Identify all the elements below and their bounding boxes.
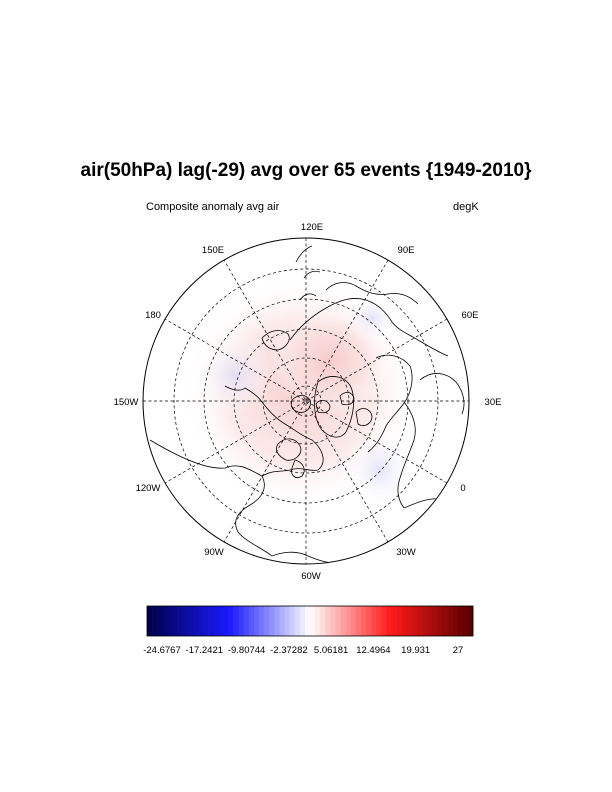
colorbar-cell [366, 606, 372, 636]
colorbar-cell [335, 606, 341, 636]
lon-label-120e: 120E [301, 222, 323, 233]
colorbar-cell [350, 606, 357, 636]
colorbar-cell [442, 606, 448, 636]
colorbar-cell [248, 606, 255, 636]
colorbar-cell [325, 606, 331, 636]
colorbar-cell [315, 606, 321, 636]
colorbar-cell [167, 606, 173, 636]
colorbar-cell [197, 606, 204, 636]
colorbar-cell [284, 606, 290, 636]
colorbar-cell [289, 606, 296, 636]
colorbar-cell [437, 606, 443, 636]
colorbar-cell [310, 606, 316, 636]
colorbar-label: -9.80744 [228, 645, 266, 656]
lon-label-60e: 60E [462, 310, 479, 321]
colorbar-cell [243, 606, 250, 636]
lon-label-150e: 150E [202, 245, 224, 256]
lon-label-0: 0 [460, 483, 465, 494]
colorbar-cell [218, 606, 224, 636]
lon-label-180: 180 [145, 310, 161, 321]
colorbar-cell [330, 606, 336, 636]
colorbar-cell [360, 606, 367, 636]
colorbar-cell [447, 606, 453, 636]
colorbar-cell [422, 606, 428, 636]
colorbar-cell [427, 606, 433, 636]
colorbar-cell [157, 606, 163, 636]
plot-title: air(50hPa) lag(-29) avg over 65 events {… [80, 160, 532, 181]
anomaly-shading [143, 238, 469, 564]
colorbar-label: -24.6767 [143, 645, 181, 656]
graticule [143, 238, 469, 564]
colorbar-cell [391, 606, 397, 636]
lon-label-90w: 90W [204, 547, 224, 558]
colorbar-cell [304, 606, 311, 636]
colorbar-cell [172, 606, 178, 636]
colorbar-cell [467, 606, 474, 636]
colorbar-cell [147, 606, 153, 636]
colorbar-cell [203, 606, 209, 636]
colorbar-cell [208, 606, 214, 636]
colorbar-cell [259, 606, 265, 636]
colorbar-cell [462, 606, 469, 636]
lon-label-90e: 90E [398, 245, 415, 256]
colorbar-cell [320, 606, 326, 636]
colorbar-label: 19.931 [401, 645, 430, 656]
colorbar-label: -2.37282 [270, 645, 308, 656]
colorbar-cells [147, 606, 474, 636]
colorbar-label: 27 [453, 645, 464, 656]
colorbar-cell [182, 606, 189, 636]
colorbar-cell [162, 606, 168, 636]
plot-units: degK [453, 201, 479, 213]
colorbar-labels: -24.6767 -17.2421 -9.80744 -2.37282 5.06… [143, 645, 463, 656]
coastlines [149, 245, 465, 564]
colorbar-cell [228, 606, 234, 636]
colorbar-frame [146, 605, 474, 637]
colorbar-cell [396, 606, 402, 636]
colorbar-cell [355, 606, 362, 636]
colorbar-cell [264, 606, 270, 636]
lon-label-30w: 30W [396, 547, 416, 558]
colorbar: -24.6767 -17.2421 -9.80744 -2.37282 5.06… [143, 605, 474, 656]
colorbar-cell [177, 606, 183, 636]
colorbar-cell [187, 606, 194, 636]
colorbar-cell [274, 606, 280, 636]
colorbar-cell [299, 606, 306, 636]
colorbar-cell [223, 606, 229, 636]
map-border [142, 237, 470, 565]
lon-label-30e: 30E [485, 397, 502, 408]
colorbar-cell [294, 606, 301, 636]
colorbar-cell [213, 606, 219, 636]
colorbar-cell [371, 606, 377, 636]
colorbar-cell [401, 606, 408, 636]
colorbar-cell [345, 606, 352, 636]
colorbar-cell [376, 606, 382, 636]
colorbar-cell [416, 606, 423, 636]
colorbar-cell [457, 606, 464, 636]
colorbar-cell [452, 606, 459, 636]
colorbar-cell [279, 606, 285, 636]
lon-label-150w: 150W [114, 397, 139, 408]
lon-label-60w: 60W [301, 571, 321, 582]
colorbar-label: 12.4964 [356, 645, 390, 656]
colorbar-cell [411, 606, 418, 636]
colorbar-cell [432, 606, 438, 636]
colorbar-cell [233, 606, 239, 636]
plot-left-string: Composite anomaly avg air [146, 201, 280, 213]
colorbar-label: 5.06181 [314, 645, 348, 656]
longitude-labels: 120E 90E 60E 30E 0 30W 60W 90W 120W 150W… [114, 222, 502, 582]
colorbar-cell [152, 606, 158, 636]
colorbar-cell [340, 606, 346, 636]
colorbar-cell [381, 606, 387, 636]
colorbar-cell [253, 606, 260, 636]
colorbar-cell [386, 606, 392, 636]
colorbar-label: -17.2421 [186, 645, 224, 656]
colorbar-cell [192, 606, 199, 636]
colorbar-cell [406, 606, 413, 636]
colorbar-cell [238, 606, 245, 636]
lon-label-120w: 120W [136, 483, 161, 494]
colorbar-cell [269, 606, 275, 636]
